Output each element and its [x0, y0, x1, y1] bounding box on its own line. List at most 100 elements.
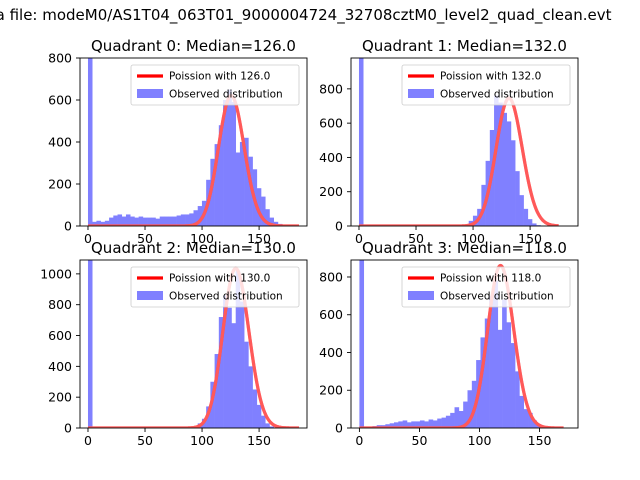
observed-bar [159, 216, 165, 226]
observed-bar [256, 188, 262, 226]
observed-bar [484, 318, 490, 428]
observed-bar [218, 125, 224, 226]
subplot-quadrant-0: 0 50 100 150 0 200 400 600 800 Quadrant 0: Median… [48, 37, 308, 246]
observed-bar [269, 426, 274, 428]
legend-label-observed: Observed distribution [169, 89, 283, 101]
y-tick-label: 0 [64, 219, 72, 234]
y-tick-label: 400 [319, 150, 343, 165]
observed-bar [130, 216, 135, 226]
observed-bar [519, 195, 524, 226]
x-tick-label: 150 [518, 231, 542, 246]
observed-bar [210, 158, 215, 226]
observed-bar [206, 406, 211, 428]
y-tick-label: 200 [319, 383, 343, 398]
subplot-quadrant-1: 0 50 100 150 0 200 400 600 800 Quadrant 1: Median… [319, 37, 579, 246]
observed-bar [502, 112, 508, 226]
observed-bar [532, 223, 537, 226]
subplot-title: Quadrant 3: Median=118.0 [362, 239, 567, 257]
poisson-curve [358, 96, 559, 226]
observed-bar [100, 221, 106, 226]
observed-bar [506, 121, 512, 226]
observed-bar [142, 217, 148, 226]
y-tick-label: 800 [319, 269, 343, 284]
observed-bar [227, 307, 232, 428]
observed-bar [265, 423, 270, 428]
subplot-quadrant-2: 0 50 100 150 0 200 400 600 800 1000 Quadrant 2: Me… [40, 239, 308, 448]
y-tick-label: 0 [335, 219, 343, 234]
observed-bar [454, 407, 460, 428]
observed-bar [235, 270, 241, 428]
legend-swatch-observed [408, 291, 434, 300]
y-tick-label: 600 [319, 307, 343, 322]
observed-bar [494, 95, 499, 226]
observed-bar [214, 144, 220, 226]
x-tick-label: 150 [247, 433, 271, 448]
legend-swatch-observed [137, 89, 163, 98]
observed-bar [231, 323, 237, 428]
poisson-curve [87, 266, 300, 428]
observed-bar [415, 421, 421, 428]
x-tick-label: 50 [408, 231, 424, 246]
observed-bar [393, 422, 399, 428]
observed-bar [419, 420, 425, 428]
observed-bar [497, 329, 503, 428]
x-tick-label: 100 [190, 231, 214, 246]
observed-bar [532, 420, 537, 428]
observed-bar [197, 206, 203, 226]
observed-bar [163, 216, 169, 226]
observed-bar [210, 381, 215, 428]
x-tick-label: 50 [137, 231, 153, 246]
observed-bar [87, 58, 93, 226]
observed-bar [147, 217, 152, 226]
observed-bar [239, 301, 245, 428]
y-tick-label: 200 [48, 390, 72, 405]
observed-bar [104, 220, 110, 226]
observed-bar [218, 317, 224, 428]
figure-suptitle: Data file: modeM0/AS1T04_063T01_90000047… [0, 6, 640, 28]
poisson-curve-overlay [87, 94, 300, 226]
legend-label-poisson: Poission with 130.0 [169, 273, 270, 285]
observed-bar [458, 411, 464, 428]
y-tick-label: 0 [64, 421, 72, 436]
observed-bar [402, 420, 408, 428]
observed-bar [261, 415, 266, 428]
observed-bar [172, 216, 177, 226]
legend-label-observed: Observed distribution [169, 291, 283, 303]
observed-bar [428, 419, 434, 428]
observed-bar [193, 210, 199, 226]
observed-bars-2 [87, 260, 274, 428]
observed-bar [138, 216, 144, 226]
observed-bar [185, 214, 190, 226]
observed-bar [389, 423, 395, 428]
legend-label-observed: Observed distribution [440, 291, 554, 303]
observed-bar [498, 102, 503, 226]
subplot-title: Quadrant 1: Median=132.0 [362, 37, 567, 55]
observed-bar [214, 354, 220, 428]
x-tick-label: 150 [247, 231, 271, 246]
observed-bar [493, 280, 499, 428]
observed-bar [359, 260, 365, 428]
poisson-curve-overlay [359, 263, 564, 428]
suptitle-text: Data file: modeM0/AS1T04_063T01_90000047… [0, 6, 612, 24]
legend-label-observed: Observed distribution [440, 89, 554, 101]
poisson-curve [87, 94, 300, 226]
observed-bar [92, 221, 97, 226]
x-tick-label: 100 [461, 231, 485, 246]
axes-frame [79, 259, 308, 429]
observed-bar [467, 390, 473, 428]
legend-swatch-observed [137, 291, 163, 300]
y-tick-label: 800 [319, 81, 343, 96]
subplot-title: Quadrant 0: Median=126.0 [91, 37, 296, 55]
legend-label-poisson: Poission with 126.0 [169, 71, 270, 83]
observed-bar [510, 140, 516, 226]
observed-bar [527, 219, 533, 226]
observed-bar [515, 171, 520, 226]
subplot-title: Quadrant 2: Median=130.0 [91, 239, 296, 257]
observed-bar [261, 196, 266, 226]
observed-bar [223, 295, 228, 428]
observed-bar [406, 422, 412, 428]
axes-frame [350, 57, 579, 227]
observed-bar [265, 209, 270, 226]
observed-bar [256, 404, 262, 428]
